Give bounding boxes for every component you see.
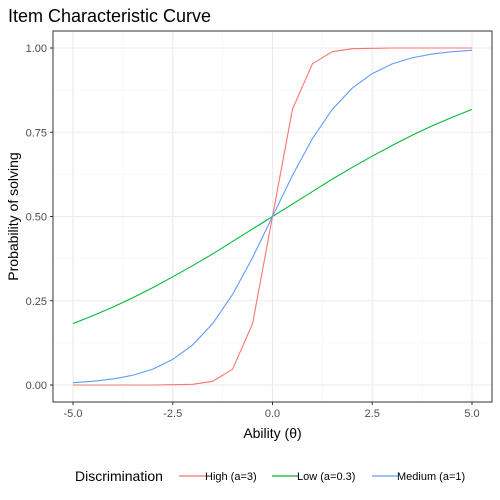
series-layer	[72, 47, 473, 386]
legend-label-high-a-3: High (a=3)	[205, 471, 257, 483]
x-tick-label: -2.5	[163, 408, 182, 420]
x-tick-label: 0.0	[265, 408, 280, 420]
x-tick-label: -5.0	[64, 408, 83, 420]
legend-label-medium-a-1: Medium (a=1)	[397, 471, 465, 483]
legend-items: High (a=3) Low (a=0.3) Medium (a=1)	[179, 471, 465, 483]
x-tick-label: 5.0	[464, 408, 479, 420]
chart-title: Item Characteristic Curve	[8, 6, 211, 26]
x-tick-label: 2.5	[365, 408, 380, 420]
x-axis-title: Ability (θ)	[243, 425, 301, 441]
y-tick-label: 0.25	[26, 296, 47, 308]
y-tick-label: 0.75	[26, 127, 47, 139]
legend-title: Discrimination	[75, 468, 163, 484]
y-tick-label: 1.00	[26, 43, 47, 55]
legend-label-low-a-0-3: Low (a=0.3)	[297, 471, 355, 483]
plot-panel: -5.0 -2.5 0.0 2.5 5.0 0.00 0.25 0.50 0.75 1.00	[26, 30, 493, 420]
x-axis-ticks: -5.0 -2.5 0.0 2.5 5.0	[64, 402, 480, 420]
y-axis-title: Probability of solving	[5, 152, 21, 280]
series-line-medium-a-1	[72, 49, 473, 384]
y-tick-label: 0.50	[26, 212, 47, 224]
y-tick-label: 0.00	[26, 380, 47, 392]
grid	[53, 31, 492, 402]
y-axis-ticks: 0.00 0.25 0.50 0.75 1.00	[26, 43, 53, 392]
legend: Discrimination High (a=3) Low (a=0.3) Medi…	[75, 468, 465, 484]
